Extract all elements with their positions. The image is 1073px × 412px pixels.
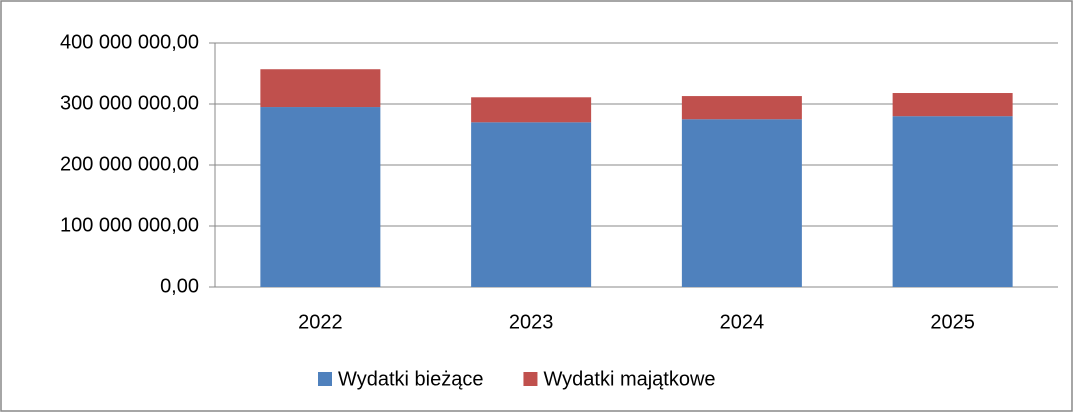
x-tick-label: 2022 <box>298 311 343 333</box>
y-tick-label: 400 000 000,00 <box>60 31 199 53</box>
x-tick-label: 2023 <box>509 311 554 333</box>
legend-label: Wydatki bieżące <box>338 368 483 390</box>
y-tick-label: 200 000 000,00 <box>60 153 199 175</box>
x-tick-label: 2024 <box>720 311 765 333</box>
bar <box>260 69 381 108</box>
legend-swatch <box>523 372 538 386</box>
bar <box>681 119 802 287</box>
bar <box>260 107 381 287</box>
y-tick-label: 100 000 000,00 <box>60 214 199 236</box>
legend-swatch <box>318 372 332 386</box>
x-tick-label: 2025 <box>930 311 975 333</box>
bar <box>892 116 1013 287</box>
bar <box>681 96 802 120</box>
bar <box>471 122 592 287</box>
y-tick-label: 0,00 <box>160 275 199 297</box>
y-tick-label: 300 000 000,00 <box>60 92 199 114</box>
bar <box>892 93 1013 117</box>
legend-label: Wydatki majątkowe <box>543 368 715 390</box>
bar <box>471 97 592 123</box>
